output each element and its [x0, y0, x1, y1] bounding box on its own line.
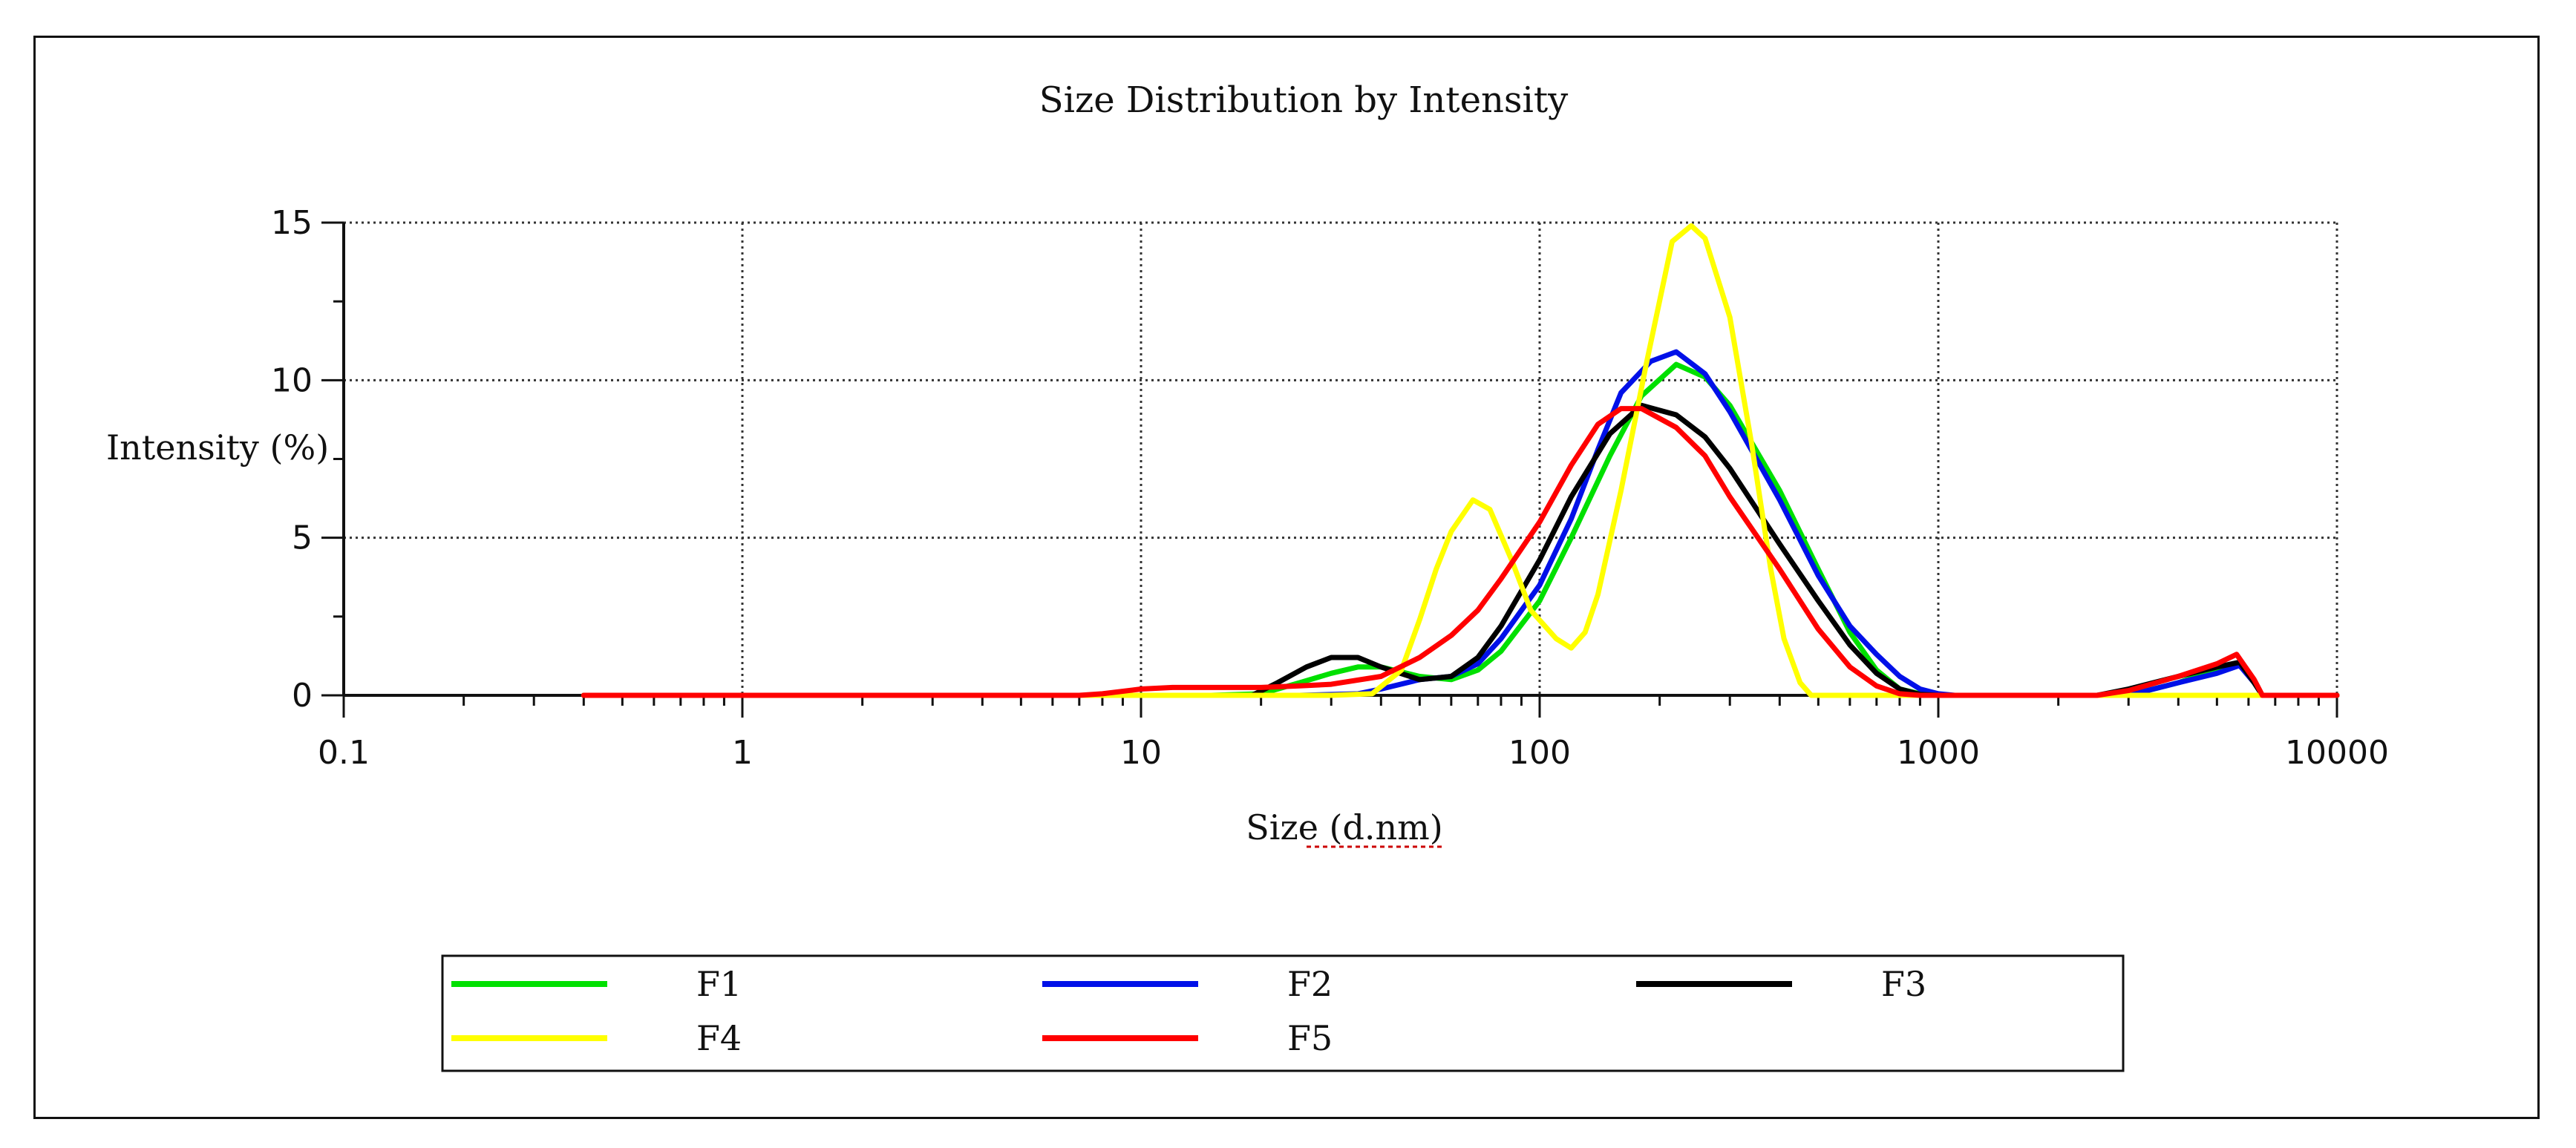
chart-svg: Size Distribution by Intensity Intensity…	[106, 79, 2389, 1072]
series-line-f2	[581, 349, 2340, 698]
series-line-f5	[581, 406, 2340, 698]
x-tick-label: 100	[1508, 734, 1571, 772]
x-tick-label: 10	[1120, 734, 1162, 772]
legend: F1 F2 F3 F4 F5	[441, 954, 2125, 1072]
legend-label-f3: F3	[1881, 964, 1926, 1004]
legend-label-f5: F5	[1287, 1018, 1333, 1058]
series-line-f4	[581, 223, 2340, 698]
y-tick-label: 0	[292, 677, 313, 715]
y-tick-label: 15	[271, 204, 313, 242]
y-tick-labels: 0 5 10 15	[271, 204, 313, 715]
tick-marks	[321, 221, 2338, 718]
axes	[342, 223, 2337, 697]
legend-label-f1: F1	[696, 964, 742, 1004]
series-line-f1	[581, 361, 2340, 698]
y-tick-label: 5	[292, 519, 313, 557]
x-tick-labels: 0.1 1 10 100 1000 10000	[318, 734, 2389, 772]
x-tick-label: 1000	[1897, 734, 1980, 772]
legend-box	[441, 954, 2125, 1072]
x-tick-label: 0.1	[318, 734, 370, 772]
gridlines	[344, 221, 2338, 695]
legend-label-f2: F2	[1287, 964, 1333, 1004]
x-tick-label: 1	[732, 734, 753, 772]
x-axis-label: Size (d.nm)	[1246, 807, 1443, 847]
x-tick-label: 10000	[2285, 734, 2389, 772]
chart-frame: Size Distribution by Intensity Intensity…	[33, 36, 2540, 1119]
y-tick-label: 10	[271, 361, 313, 399]
chart-title: Size Distribution by Intensity	[1039, 79, 1569, 121]
legend-label-f4: F4	[696, 1018, 742, 1058]
series-lines	[581, 223, 2340, 698]
series-line-f3	[581, 402, 2340, 698]
y-axis-label: Intensity (%)	[106, 427, 329, 468]
